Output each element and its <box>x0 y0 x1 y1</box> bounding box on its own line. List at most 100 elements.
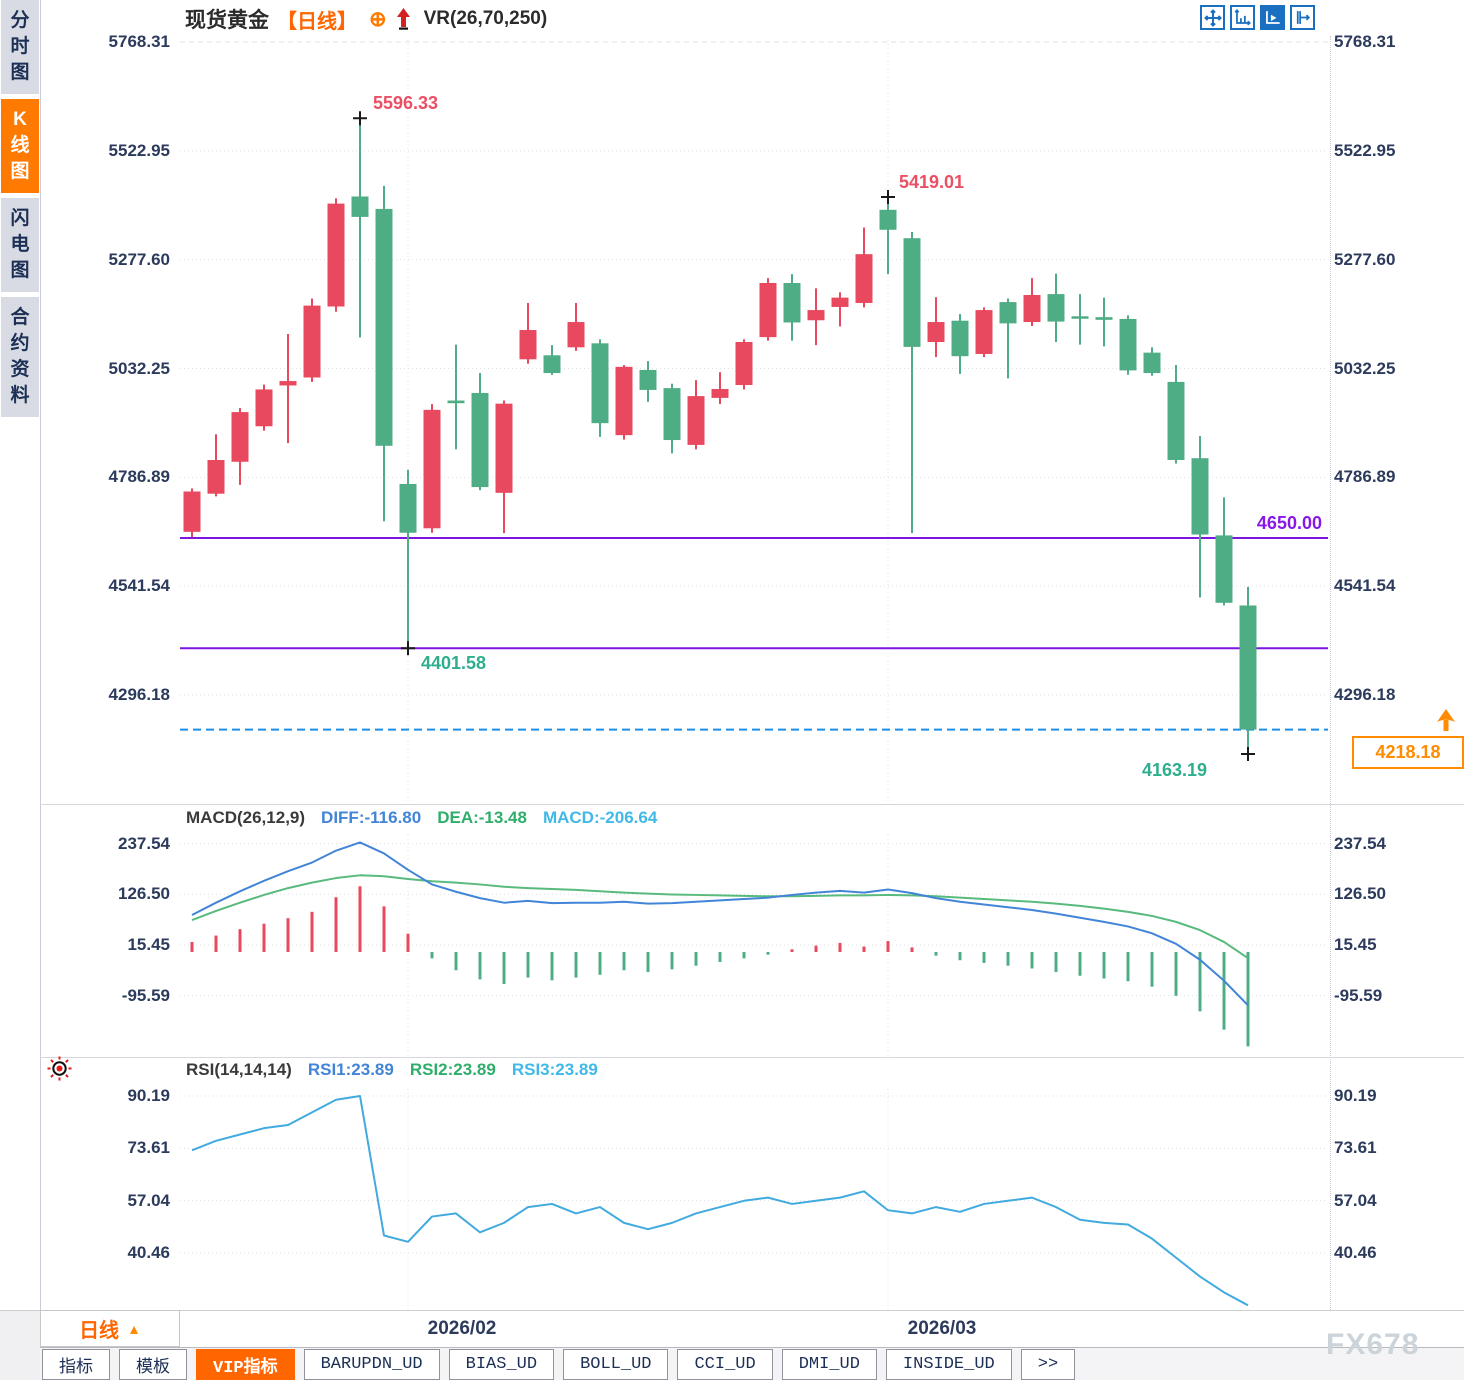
sidebar-item-0[interactable]: 分 时 图 <box>1 0 39 94</box>
candle[interactable] <box>735 341 753 386</box>
alert-sun-icon[interactable] <box>46 1055 73 1082</box>
price-axis-label: 5277.60 <box>108 249 170 269</box>
price-marker-cross <box>1241 746 1255 761</box>
candle[interactable] <box>255 389 273 427</box>
candle[interactable] <box>831 297 849 307</box>
axis-scale-icon[interactable] <box>1230 5 1255 30</box>
price-axis-label: 5768.31 <box>108 32 170 51</box>
candle[interactable] <box>879 209 897 230</box>
rsi-header: RSI(14,14,14) RSI1:23.89 RSI2:23.89 RSI3… <box>186 1060 598 1080</box>
right-axis-line <box>1330 36 1331 1310</box>
price-axis-label: 4296.18 <box>1334 685 1396 704</box>
candle[interactable] <box>975 310 993 354</box>
macd-axis-label: 15.45 <box>127 934 170 954</box>
sidebar-item-3[interactable]: 合 约 资 料 <box>1 297 39 417</box>
price-axis-label: 4296.18 <box>108 685 170 704</box>
axis-autoscroll-icon[interactable] <box>1260 5 1285 30</box>
candle[interactable] <box>1071 316 1089 319</box>
candle[interactable] <box>1239 605 1257 730</box>
candle[interactable] <box>207 459 225 494</box>
period-selector[interactable]: 日线 ▲ <box>40 1310 180 1347</box>
left-axis-gutter: 5768.31 5522.95 5277.60 5032.25 4786.89 4541.… <box>40 0 176 1310</box>
sidebar-item-1[interactable]: K 线 图 <box>1 99 39 193</box>
candle[interactable] <box>471 393 489 488</box>
candle[interactable] <box>687 396 705 445</box>
candle[interactable] <box>783 283 801 323</box>
bottom-tab-6[interactable]: CCI_UD <box>677 1349 773 1380</box>
candle[interactable] <box>615 366 633 436</box>
candle[interactable] <box>999 302 1017 324</box>
candle[interactable] <box>447 400 465 404</box>
right-axis-gutter: 5768.31 5522.95 5277.60 5032.25 4786.89 4541.… <box>1334 0 1460 1310</box>
candle[interactable] <box>663 388 681 441</box>
price-chart[interactable] <box>180 36 1328 802</box>
shift-chart-icon[interactable] <box>1290 5 1315 30</box>
candle[interactable] <box>1215 535 1233 603</box>
candle[interactable] <box>567 322 585 348</box>
red-up-arrow-icon <box>395 7 412 31</box>
rsi-chart[interactable] <box>180 1085 1328 1310</box>
candle[interactable] <box>543 355 561 374</box>
candle[interactable] <box>183 491 201 532</box>
price-marker-cross <box>881 189 895 204</box>
bottom-tab-9[interactable]: >> <box>1020 1349 1076 1380</box>
candle[interactable] <box>951 320 969 357</box>
zoom-plus-icon[interactable]: ⊕ <box>369 7 387 31</box>
candle[interactable] <box>1047 294 1065 322</box>
macd-axis-label: 15.45 <box>1334 934 1377 954</box>
candle[interactable] <box>927 322 945 342</box>
macd-chart[interactable] <box>180 835 1328 1060</box>
bottom-tab-1[interactable]: 模板 <box>119 1349 187 1380</box>
bottom-tab-8[interactable]: INSIDE_UD <box>885 1349 1012 1380</box>
bottom-tab-5[interactable]: BOLL_UD <box>563 1349 669 1380</box>
price-marker-cross <box>353 111 367 126</box>
candle[interactable] <box>351 196 369 217</box>
rsi-axis-label: 57.04 <box>127 1190 170 1210</box>
macd-value: MACD:-206.64 <box>542 808 658 827</box>
bottom-tab-7[interactable]: DMI_UD <box>781 1349 877 1380</box>
candle[interactable] <box>279 381 297 386</box>
candle[interactable] <box>759 283 777 338</box>
bottom-left-corner <box>0 1310 40 1380</box>
candle[interactable] <box>399 483 417 533</box>
bottom-tab-4[interactable]: BIAS_UD <box>448 1349 555 1380</box>
candle[interactable] <box>1095 317 1113 320</box>
macd-axis-label: 126.50 <box>1334 884 1386 904</box>
bottom-tab-3[interactable]: BARUPDN_UD <box>303 1349 440 1380</box>
sidebar-divider <box>40 0 41 1380</box>
candle[interactable] <box>807 310 825 321</box>
date-label: 2026/02 <box>427 1318 497 1339</box>
candle[interactable] <box>1191 458 1209 535</box>
candle[interactable] <box>303 305 321 378</box>
candle[interactable] <box>711 389 729 398</box>
dea-value: DEA:-13.48 <box>437 808 527 827</box>
candle[interactable] <box>903 238 921 347</box>
candle[interactable] <box>423 409 441 529</box>
left-sidebar: 分 时 图 K 线 图闪 电 图合 约 资 料 <box>0 0 40 1380</box>
sidebar-item-2[interactable]: 闪 电 图 <box>1 198 39 292</box>
candle[interactable] <box>1023 294 1041 323</box>
price-axis-label: 5032.25 <box>108 358 170 378</box>
candle[interactable] <box>231 412 249 462</box>
candle[interactable] <box>591 343 609 424</box>
bottom-tab-0[interactable]: 指标 <box>42 1349 110 1380</box>
candle[interactable] <box>639 369 657 390</box>
period-label: 日线 <box>79 1320 120 1342</box>
rsi3-value: RSI3:23.89 <box>511 1060 598 1079</box>
panel-separator <box>40 804 1464 805</box>
bottom-tab-2[interactable]: VIP指标 <box>196 1349 295 1380</box>
candle[interactable] <box>519 330 537 360</box>
candle[interactable] <box>855 254 873 303</box>
x-axis-row: 2026/02 2026/03 <box>40 1310 1464 1347</box>
pan-icon[interactable] <box>1200 5 1225 30</box>
symbol-title: 现货黄金 <box>185 9 269 32</box>
price-axis-label: 5768.31 <box>1334 32 1396 51</box>
candle[interactable] <box>375 208 393 446</box>
macd-axis-label: 126.50 <box>118 884 170 904</box>
price-up-arrow-icon <box>1434 707 1458 733</box>
candle[interactable] <box>327 203 345 307</box>
candle[interactable] <box>1119 318 1137 371</box>
candle[interactable] <box>1143 352 1161 374</box>
candle[interactable] <box>1167 381 1185 460</box>
candle[interactable] <box>495 403 513 493</box>
